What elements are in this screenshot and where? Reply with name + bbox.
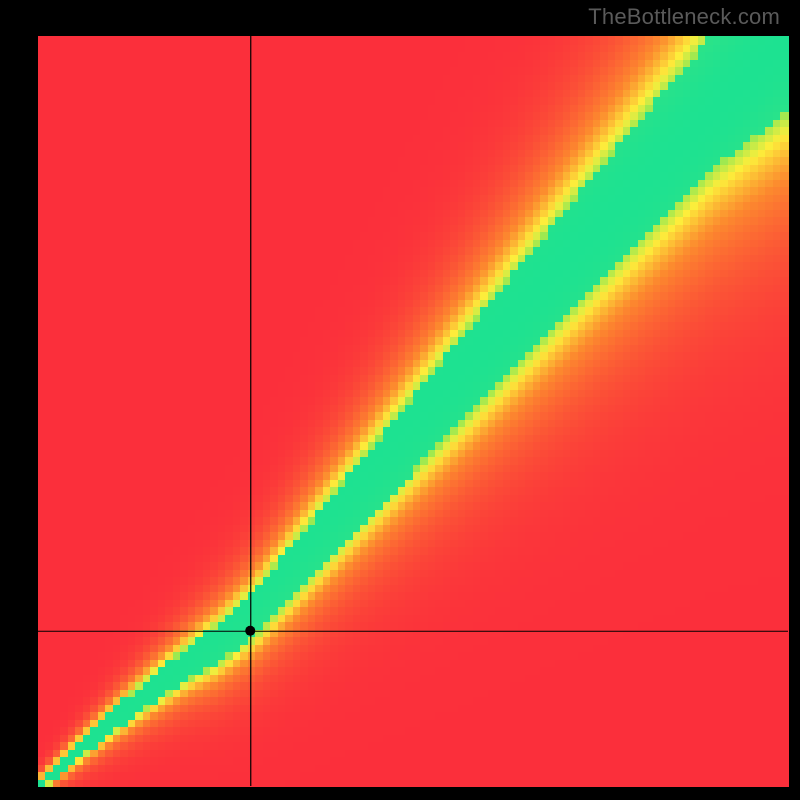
- watermark-text: TheBottleneck.com: [588, 4, 780, 30]
- chart-container: TheBottleneck.com: [0, 0, 800, 800]
- heatmap-canvas: [0, 0, 800, 800]
